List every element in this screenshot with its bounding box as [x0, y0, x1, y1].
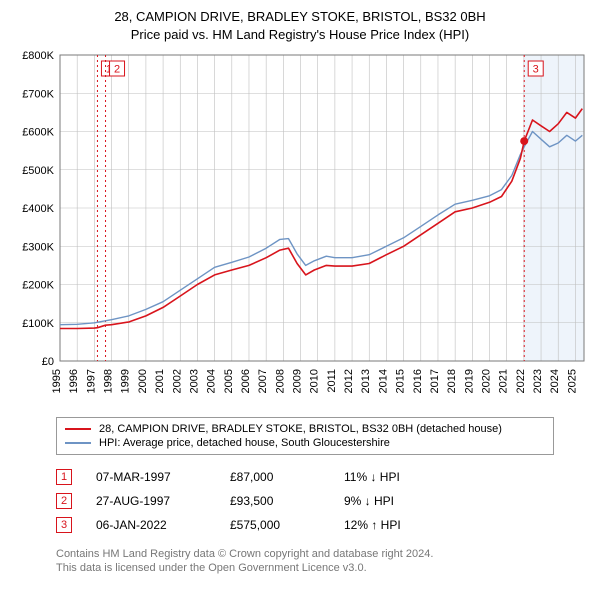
svg-text:£800K: £800K [22, 50, 54, 62]
svg-text:1999: 1999 [120, 369, 132, 393]
svg-text:£200K: £200K [22, 280, 54, 292]
svg-text:2015: 2015 [395, 369, 407, 393]
chart-container: 28, CAMPION DRIVE, BRADLEY STOKE, BRISTO… [0, 0, 600, 582]
event-marker: 1 [56, 469, 72, 485]
attribution-line-2: This data is licensed under the Open Gov… [56, 561, 582, 575]
svg-text:3: 3 [533, 64, 539, 76]
svg-text:£400K: £400K [22, 203, 54, 215]
line-chart: £0 £100K £200K £300K £400K £500K £600K £700K £80… [10, 49, 590, 409]
svg-text:2001: 2001 [154, 369, 166, 393]
svg-text:2024: 2024 [549, 369, 561, 393]
svg-text:2003: 2003 [188, 369, 200, 393]
title-line-2: Price paid vs. HM Land Registry's House … [10, 26, 590, 44]
svg-text:2006: 2006 [240, 369, 252, 393]
event-date: 06-JAN-2022 [96, 518, 206, 532]
legend-item: HPI: Average price, detached house, Sout… [65, 436, 545, 450]
legend-item: 28, CAMPION DRIVE, BRADLEY STOKE, BRISTO… [65, 422, 545, 436]
svg-text:2007: 2007 [257, 369, 269, 393]
svg-text:2004: 2004 [206, 369, 218, 393]
event-date: 27-AUG-1997 [96, 494, 206, 508]
event-price: £87,000 [230, 470, 320, 484]
attribution: Contains HM Land Registry data © Crown c… [56, 547, 582, 576]
svg-text:2022: 2022 [515, 369, 527, 393]
svg-text:2002: 2002 [171, 369, 183, 393]
svg-text:2005: 2005 [223, 369, 235, 393]
svg-text:2010: 2010 [309, 369, 321, 393]
event-price: £575,000 [230, 518, 320, 532]
svg-text:£500K: £500K [22, 165, 54, 177]
legend-label: 28, CAMPION DRIVE, BRADLEY STOKE, BRISTO… [99, 423, 502, 435]
event-row: 2 27-AUG-1997 £93,500 9% ↓ HPI [56, 489, 582, 513]
svg-text:£300K: £300K [22, 241, 54, 253]
event-row: 1 07-MAR-1997 £87,000 11% ↓ HPI [56, 465, 582, 489]
legend: 28, CAMPION DRIVE, BRADLEY STOKE, BRISTO… [56, 417, 554, 455]
event-date: 07-MAR-1997 [96, 470, 206, 484]
svg-text:2: 2 [114, 64, 120, 76]
svg-text:1995: 1995 [51, 369, 63, 393]
legend-swatch [65, 428, 91, 430]
event-price: £93,500 [230, 494, 320, 508]
svg-text:£600K: £600K [22, 127, 54, 139]
svg-text:2019: 2019 [463, 369, 475, 393]
svg-text:2000: 2000 [137, 369, 149, 393]
event-delta: 12% ↑ HPI [344, 518, 454, 532]
title-block: 28, CAMPION DRIVE, BRADLEY STOKE, BRISTO… [10, 8, 590, 43]
legend-swatch [65, 442, 91, 444]
svg-text:2014: 2014 [377, 369, 389, 393]
svg-text:2023: 2023 [532, 369, 544, 393]
events-table: 1 07-MAR-1997 £87,000 11% ↓ HPI 2 27-AUG-1997… [56, 465, 582, 537]
svg-text:£700K: £700K [22, 88, 54, 100]
event-row: 3 06-JAN-2022 £575,000 12% ↑ HPI [56, 513, 582, 537]
svg-text:2009: 2009 [292, 369, 304, 393]
svg-text:2018: 2018 [446, 369, 458, 393]
svg-text:1998: 1998 [103, 369, 115, 393]
attribution-line-1: Contains HM Land Registry data © Crown c… [56, 547, 582, 561]
svg-text:£100K: £100K [22, 318, 54, 330]
title-line-1: 28, CAMPION DRIVE, BRADLEY STOKE, BRISTO… [10, 8, 590, 26]
event-delta: 11% ↓ HPI [344, 470, 454, 484]
svg-text:2020: 2020 [481, 369, 493, 393]
svg-text:2008: 2008 [274, 369, 286, 393]
chart-svg: £0 £100K £200K £300K £400K £500K £600K £700K £80… [10, 49, 590, 409]
svg-text:2025: 2025 [566, 369, 578, 393]
event-marker: 3 [56, 517, 72, 533]
event-marker: 2 [56, 493, 72, 509]
svg-text:1997: 1997 [85, 369, 97, 393]
svg-text:2017: 2017 [429, 369, 441, 393]
svg-text:£0: £0 [42, 356, 54, 368]
svg-text:2012: 2012 [343, 369, 355, 393]
svg-text:1996: 1996 [68, 369, 80, 393]
svg-text:2021: 2021 [498, 369, 510, 393]
legend-label: HPI: Average price, detached house, Sout… [99, 437, 390, 449]
svg-text:2016: 2016 [412, 369, 424, 393]
svg-text:2011: 2011 [326, 369, 338, 393]
svg-text:2013: 2013 [360, 369, 372, 393]
event-delta: 9% ↓ HPI [344, 494, 454, 508]
